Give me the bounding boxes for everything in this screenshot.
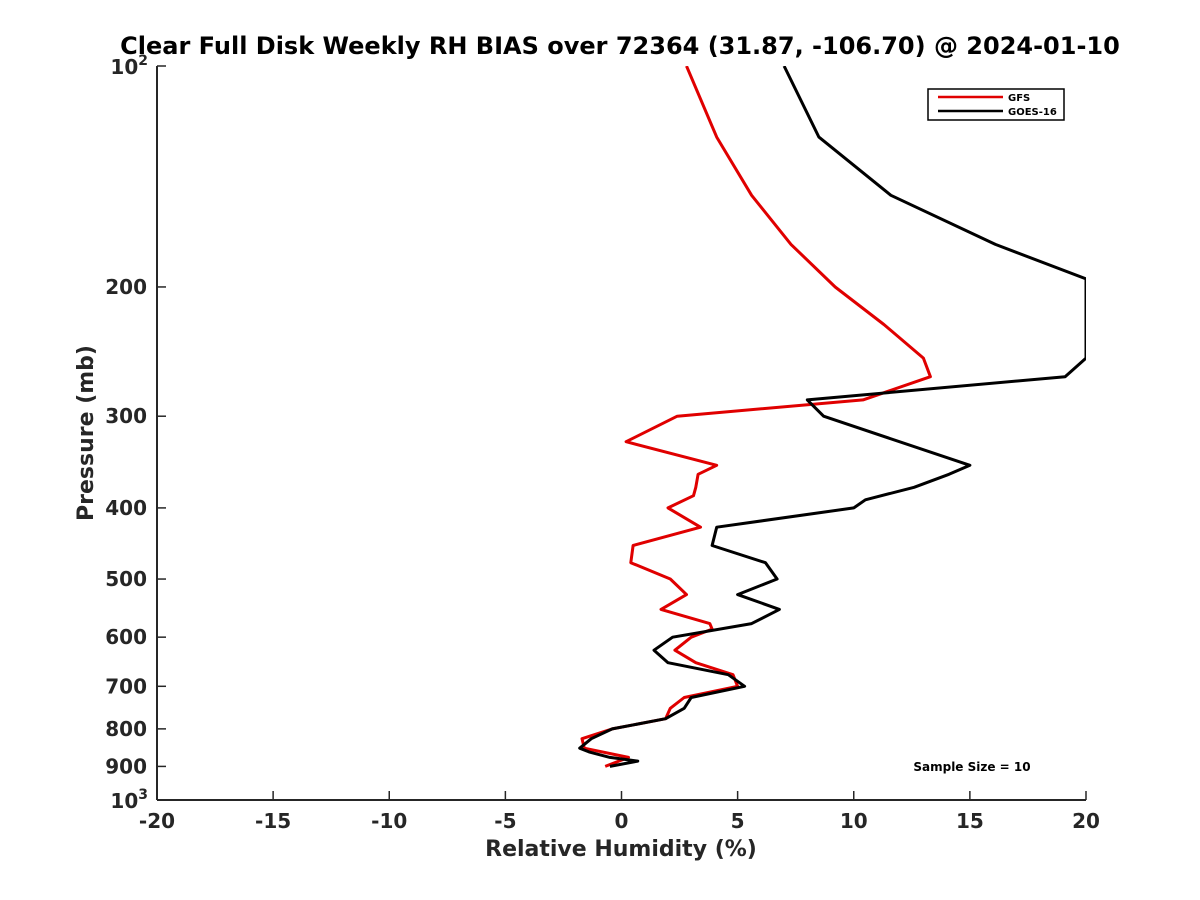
chart-title: Clear Full Disk Weekly RH BIAS over 7236… bbox=[120, 32, 1120, 60]
x-ticks: -20 -15 -10 -5 0 5 10 15 20 bbox=[139, 791, 1100, 833]
x-tick-label: 15 bbox=[956, 809, 984, 833]
sample-size-annotation: Sample Size = 10 bbox=[913, 760, 1030, 774]
x-tick-label: -5 bbox=[494, 809, 516, 833]
legend: GFS GOES-16 bbox=[927, 88, 1065, 121]
series-line-goes16 bbox=[578, 66, 1086, 768]
plot-area: -20 -15 -10 -5 0 5 10 15 20 102 103 200 300 400 500… bbox=[105, 53, 1100, 833]
y-tick-label: 600 bbox=[105, 625, 147, 649]
legend-label-gfs: GFS bbox=[1008, 93, 1030, 104]
x-tick-label: -15 bbox=[255, 809, 291, 833]
x-tick-label: 10 bbox=[840, 809, 868, 833]
x-tick-label: -20 bbox=[139, 809, 175, 833]
y-tick-label: 700 bbox=[105, 674, 147, 698]
y-tick-label: 300 bbox=[105, 404, 147, 428]
x-tick-label: -10 bbox=[371, 809, 407, 833]
series-layer bbox=[578, 66, 1086, 768]
x-tick-label: 0 bbox=[615, 809, 629, 833]
series-line-gfs bbox=[580, 66, 932, 768]
axes-layer bbox=[156, 66, 1086, 801]
legend-label-goes16: GOES-16 bbox=[1008, 107, 1057, 118]
x-tick-label: 20 bbox=[1072, 809, 1100, 833]
y-axis-label: Pressure (mb) bbox=[74, 345, 99, 521]
y-tick-label: 400 bbox=[105, 496, 147, 520]
y-ticks: 102 103 200 300 400 500 600 700 800 900 bbox=[105, 53, 166, 813]
x-axis-label: Relative Humidity (%) bbox=[485, 837, 757, 862]
y-tick-label-top: 102 bbox=[110, 53, 148, 79]
x-tick-label: 5 bbox=[731, 809, 745, 833]
y-tick-label-bottom: 103 bbox=[110, 787, 148, 813]
legend-box bbox=[927, 88, 1065, 121]
y-tick-label: 200 bbox=[105, 275, 147, 299]
y-tick-label: 900 bbox=[105, 754, 147, 778]
y-tick-label: 800 bbox=[105, 717, 147, 741]
y-tick-label: 500 bbox=[105, 567, 147, 591]
